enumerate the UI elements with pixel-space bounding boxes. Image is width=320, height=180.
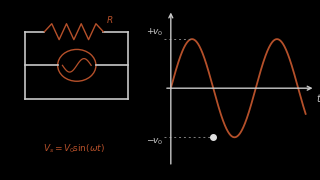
Text: $-\!v_0$: $-\!v_0$ — [146, 136, 164, 147]
Text: $R$: $R$ — [106, 14, 114, 25]
Text: $+\!v_0$: $+\!v_0$ — [146, 27, 164, 38]
Text: $V_s = V_0\!\sin(\omega t)$: $V_s = V_0\!\sin(\omega t)$ — [43, 142, 105, 155]
Text: $t$: $t$ — [316, 92, 320, 104]
